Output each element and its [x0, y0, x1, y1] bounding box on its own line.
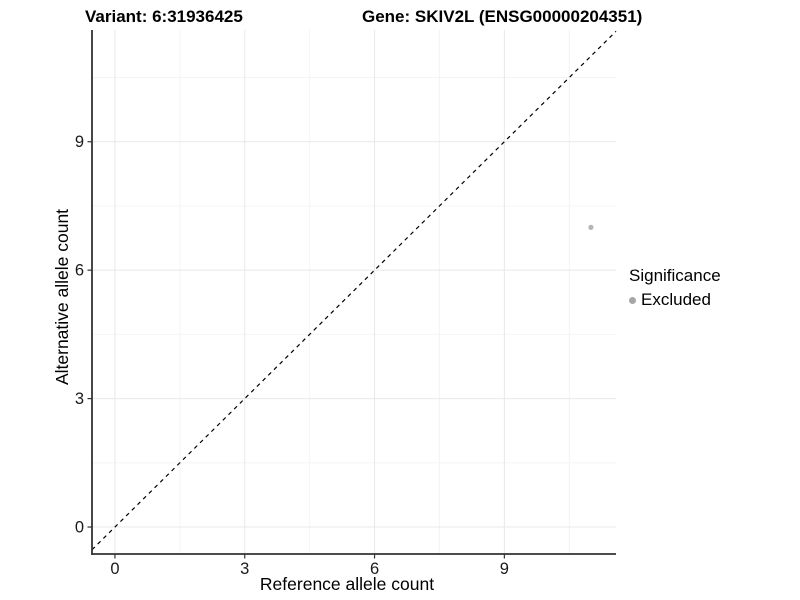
data-point [588, 224, 594, 230]
y-tick-label: 6 [75, 262, 84, 280]
y-tick-label: 3 [75, 390, 84, 408]
legend-point-icon [629, 297, 636, 305]
gene-title: Gene: SKIV2L (ENSG00000204351) [362, 7, 643, 26]
legend: Significance Excluded [629, 266, 794, 311]
legend-item-excluded: Excluded [629, 290, 794, 310]
y-axis-title: Alternative allele count [52, 209, 72, 385]
x-tick-label: 3 [240, 560, 249, 578]
x-tick-label: 0 [110, 560, 119, 578]
legend-title: Significance [629, 266, 721, 285]
legend-item-label: Excluded [641, 290, 711, 310]
x-axis-title: Reference allele count [260, 574, 434, 594]
x-tick-label: 9 [500, 560, 509, 578]
variant-title: Variant: 6:31936425 [85, 7, 243, 26]
y-tick-label: 0 [75, 519, 84, 537]
x-tick-label: 6 [370, 560, 379, 578]
y-tick-label: 9 [75, 133, 84, 151]
identity-dashed-line [91, 30, 617, 551]
